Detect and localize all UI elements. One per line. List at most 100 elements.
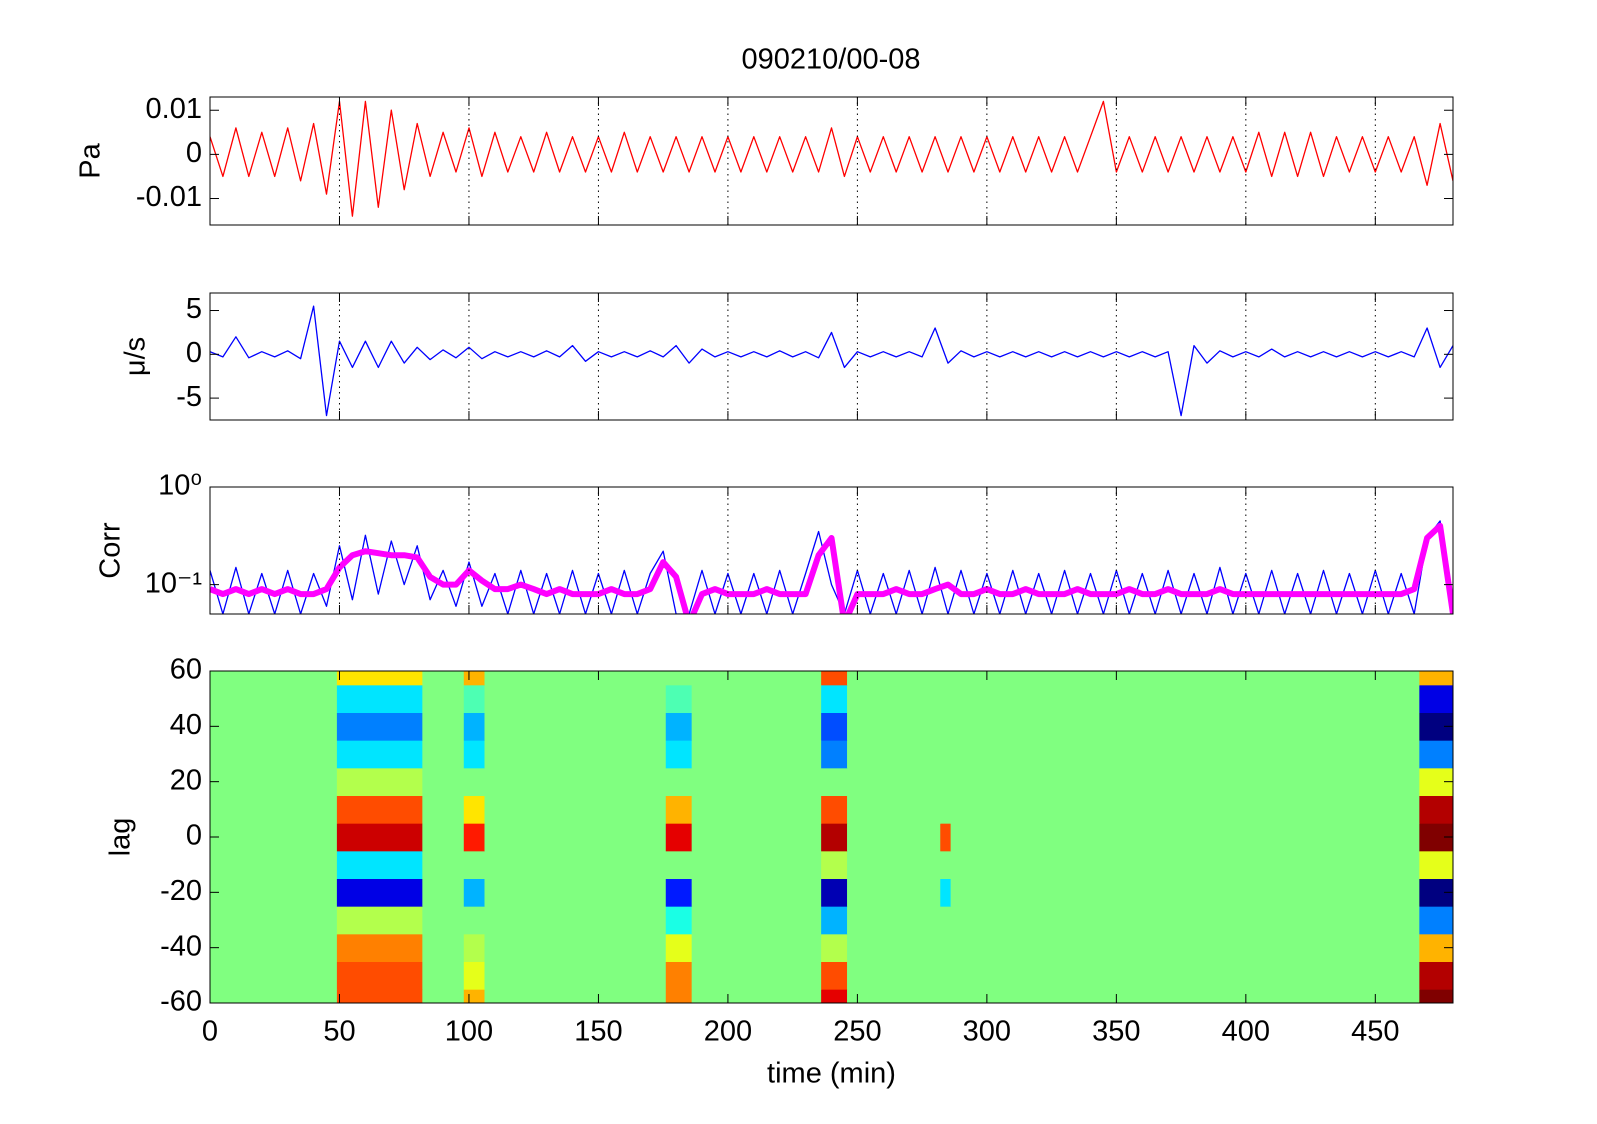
heat-cell <box>336 767 423 796</box>
heat-cell <box>463 933 485 962</box>
heat-cell <box>940 933 952 962</box>
heat-cell <box>336 989 423 1003</box>
heat-cell <box>422 850 465 879</box>
heat-cell <box>665 671 693 686</box>
y-tick-label: 40 <box>170 709 202 741</box>
y-axis-label: Corr <box>95 522 127 579</box>
heat-cell <box>210 767 338 796</box>
heat-cell <box>336 878 423 907</box>
heat-cell <box>422 767 465 796</box>
y-tick-label: -0.01 <box>136 181 202 213</box>
heat-cell <box>336 684 423 713</box>
heat-cell <box>691 850 822 879</box>
axes-frame <box>209 486 1454 615</box>
heat-cell <box>665 850 693 879</box>
y-tick-label: 10⁻¹ <box>145 567 203 599</box>
heat-cell <box>422 933 465 962</box>
heat-cell <box>847 989 941 1003</box>
heat-cell <box>210 961 338 990</box>
heat-cell <box>940 767 952 796</box>
plot-area <box>210 305 1453 417</box>
x-tick-label: 100 <box>445 1016 493 1048</box>
heat-cell <box>691 712 822 741</box>
heat-cell <box>336 850 423 879</box>
heat-cell <box>422 712 465 741</box>
heat-cell <box>950 961 1420 990</box>
heat-cell <box>847 767 941 796</box>
heat-cell <box>940 684 952 713</box>
heat-cell <box>484 961 667 990</box>
plot-area <box>210 100 1453 217</box>
heat-cell <box>210 989 338 1003</box>
heat-cell <box>336 671 423 686</box>
x-tick-label: 350 <box>1092 1016 1140 1048</box>
heat-cell <box>847 684 941 713</box>
heat-cell <box>463 961 485 990</box>
heat-cell <box>940 906 952 935</box>
y-tick-label: 0 <box>186 337 202 369</box>
heat-cell <box>940 850 952 879</box>
heat-cell <box>950 712 1420 741</box>
heat-cell <box>463 906 485 935</box>
heat-cell <box>940 823 952 852</box>
heat-cell <box>422 961 465 990</box>
heat-cell <box>821 767 848 796</box>
heat-cell <box>422 684 465 713</box>
heat-cell <box>336 961 423 990</box>
heat-cell <box>210 933 338 962</box>
heat-cell <box>1419 671 1453 686</box>
heat-cell <box>691 989 822 1003</box>
heat-cell <box>691 823 822 852</box>
y-tick-label: 5 <box>186 293 202 325</box>
heat-cell <box>665 712 693 741</box>
heat-cell <box>422 795 465 824</box>
heat-cell <box>665 767 693 796</box>
heat-cell <box>484 795 667 824</box>
heat-cell <box>821 740 848 769</box>
y-tick-label: -60 <box>160 986 202 1018</box>
x-tick-label: 200 <box>704 1016 752 1048</box>
heat-cell <box>210 671 338 686</box>
heat-cell <box>463 795 485 824</box>
heat-cell <box>484 684 667 713</box>
x-tick-label: 0 <box>202 1016 218 1048</box>
heat-cell <box>821 795 848 824</box>
heat-cell <box>665 989 693 1003</box>
heat-cell <box>1419 906 1453 935</box>
series-line <box>210 305 1453 417</box>
heat-cell <box>484 906 667 935</box>
heat-cell <box>422 671 465 686</box>
heat-cell <box>1419 795 1453 824</box>
heat-cell <box>950 795 1420 824</box>
heat-cell <box>484 767 667 796</box>
x-tick-label: 50 <box>323 1016 355 1048</box>
heat-cell <box>665 823 693 852</box>
heat-cell <box>1419 684 1453 713</box>
heat-cell <box>950 740 1420 769</box>
y-tick-label: 10⁰ <box>158 470 202 502</box>
heat-cell <box>463 878 485 907</box>
heat-cell <box>210 823 338 852</box>
heat-cell <box>210 850 338 879</box>
heat-cell <box>336 823 423 852</box>
x-tick-label: 150 <box>574 1016 622 1048</box>
heat-cell <box>821 878 848 907</box>
heat-cell <box>940 795 952 824</box>
heat-cell <box>336 906 423 935</box>
heat-cell <box>691 795 822 824</box>
heat-cell <box>665 684 693 713</box>
plot-area <box>210 520 1453 614</box>
heat-cell <box>821 961 848 990</box>
y-tick-label: 0 <box>186 137 202 169</box>
heat-cell <box>950 767 1420 796</box>
heat-cell <box>691 878 822 907</box>
heat-cell <box>422 878 465 907</box>
heat-cell <box>484 740 667 769</box>
y-tick-label: 20 <box>170 764 202 796</box>
heat-cell <box>210 740 338 769</box>
heat-cell <box>691 961 822 990</box>
heat-cell <box>665 795 693 824</box>
heat-cell <box>210 712 338 741</box>
